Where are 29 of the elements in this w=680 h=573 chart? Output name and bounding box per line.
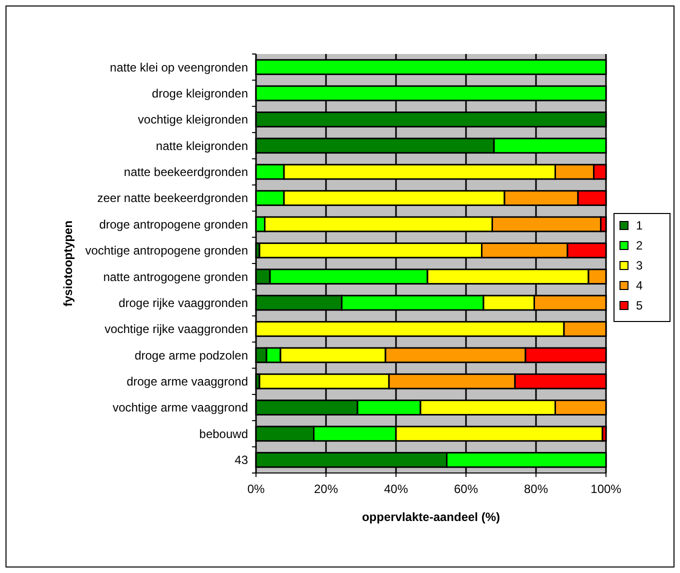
y-tick-label: zeer natte beekeerdgronden bbox=[97, 191, 248, 206]
x-tick-label: 20% bbox=[314, 482, 338, 496]
x-tick-label: 40% bbox=[384, 482, 408, 496]
legend-label: 2 bbox=[636, 238, 643, 253]
y-tick-label: droge arme podzolen bbox=[134, 348, 248, 362]
y-tick-label: natte antrogogene gronden bbox=[103, 270, 248, 284]
y-tick-label: droge rijke vaaggronden bbox=[118, 296, 248, 310]
y-tick-label: vochtige antropogene gronden bbox=[85, 244, 248, 258]
y-tick-label: vochtige kleigronden bbox=[138, 112, 248, 127]
y-tick-label: droge kleigronden bbox=[152, 86, 248, 100]
x-axis-title: oppervlakte-aandeel (%) bbox=[362, 510, 500, 524]
legend-label: 3 bbox=[636, 258, 643, 273]
legend-label: 5 bbox=[636, 298, 643, 313]
x-tick-label: 0% bbox=[247, 482, 265, 496]
y-tick-label: natte beekeerdgronden bbox=[124, 165, 248, 180]
y-axis-title: fysiotooptypen bbox=[61, 220, 75, 306]
y-tick-label: natte klei op veengronden bbox=[110, 60, 248, 74]
y-tick-label: droge arme vaaggrond bbox=[126, 374, 248, 389]
y-tick-label: natte kleigronden bbox=[156, 138, 248, 153]
legend-label: 1 bbox=[636, 218, 643, 233]
y-tick-label: bebouwd bbox=[199, 426, 248, 441]
x-tick-label: 80% bbox=[524, 482, 548, 496]
x-tick-label: 60% bbox=[454, 482, 478, 496]
x-tick-label: 100% bbox=[590, 482, 622, 496]
y-tick-label: droge antropogene gronden bbox=[99, 217, 248, 232]
legend-label: 4 bbox=[636, 278, 643, 293]
y-tick-label: vochtige rijke vaaggronden bbox=[104, 322, 248, 336]
y-tick-label: vochtige arme vaaggrond bbox=[112, 400, 248, 415]
y-tick-label: 43 bbox=[234, 453, 248, 468]
